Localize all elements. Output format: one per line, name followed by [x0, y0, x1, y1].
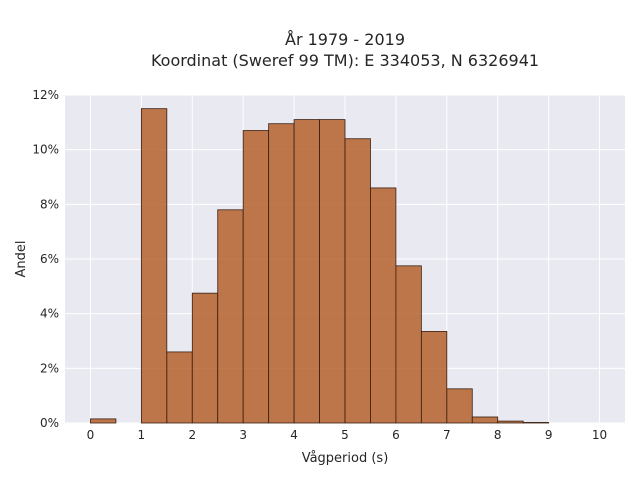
histogram-bar [497, 420, 524, 424]
chart-title-line1: År 1979 - 2019 [285, 30, 405, 49]
x-tick-label: 1 [138, 428, 146, 442]
x-tick-label: 2 [188, 428, 196, 442]
y-tick-label: 8% [40, 197, 59, 211]
x-tick-label: 9 [545, 428, 553, 442]
histogram-bar [344, 138, 371, 424]
histogram-bar [268, 123, 295, 424]
x-tick-label: 6 [392, 428, 400, 442]
y-tick-label: 12% [32, 88, 59, 102]
histogram-bar [166, 351, 193, 424]
histogram-bar [191, 292, 219, 424]
histogram-bar [522, 422, 550, 424]
x-tick-label: 10 [592, 428, 607, 442]
y-tick-label: 4% [40, 307, 59, 321]
bars [90, 108, 550, 424]
x-axis-label: Vågperiod (s) [302, 451, 389, 466]
x-tick-label: 3 [239, 428, 247, 442]
histogram-bar [140, 108, 168, 424]
y-axis-label: Andel [14, 241, 29, 278]
y-axis-ticks: 0% 2% 4% 6% 8% 10% 12% [32, 88, 59, 430]
x-tick-label: 5 [341, 428, 349, 442]
x-tick-label: 7 [443, 428, 451, 442]
histogram-bar [395, 265, 422, 424]
y-tick-label: 0% [40, 416, 59, 430]
histogram-bar [90, 418, 117, 424]
histogram-bar [471, 416, 499, 424]
histogram-bar [420, 331, 448, 424]
chart-title-line2: Koordinat (Sweref 99 TM): E 334053, N 63… [151, 51, 539, 70]
y-tick-label: 2% [40, 361, 59, 375]
y-tick-label: 10% [32, 143, 59, 157]
histogram-bar [217, 209, 244, 424]
histogram-bar [293, 119, 320, 424]
x-tick-label: 4 [290, 428, 298, 442]
x-tick-label: 8 [494, 428, 502, 442]
x-tick-label: 0 [87, 428, 95, 442]
histogram-bar [319, 119, 346, 424]
histogram-bar [446, 388, 473, 424]
histogram-bar [370, 187, 397, 424]
x-axis-ticks: 0 1 2 3 4 5 6 7 8 9 10 [87, 428, 608, 442]
histogram-bar [242, 130, 270, 424]
y-tick-label: 6% [40, 252, 59, 266]
